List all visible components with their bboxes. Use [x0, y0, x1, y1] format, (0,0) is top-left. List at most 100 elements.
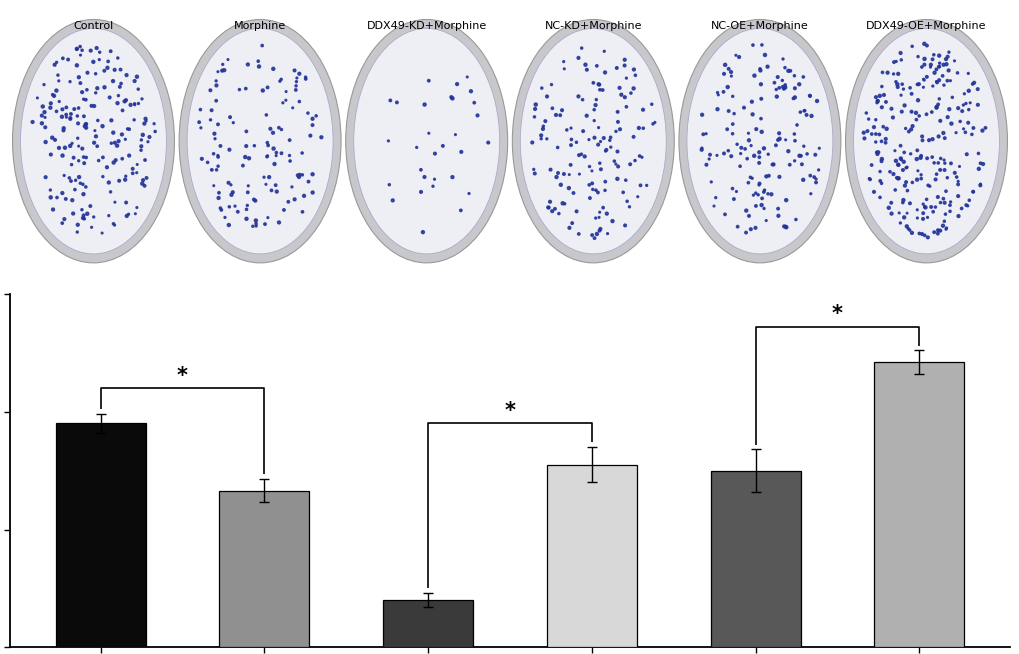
Point — [863, 160, 879, 170]
Point — [543, 206, 559, 216]
Point — [280, 197, 297, 207]
Point — [121, 150, 138, 161]
Point — [976, 123, 993, 133]
Point — [801, 91, 817, 101]
Point — [727, 50, 743, 60]
Point — [964, 123, 980, 133]
Point — [551, 110, 568, 120]
Point — [708, 150, 725, 161]
Point — [117, 134, 133, 145]
Point — [463, 86, 479, 97]
Point — [100, 56, 116, 67]
Point — [63, 109, 79, 119]
Point — [719, 145, 736, 156]
Point — [35, 101, 51, 112]
Point — [888, 173, 904, 183]
Point — [867, 129, 883, 139]
Point — [208, 80, 224, 91]
Point — [902, 124, 918, 135]
Point — [68, 60, 85, 71]
Point — [607, 159, 624, 169]
Point — [876, 137, 893, 148]
Point — [759, 188, 775, 199]
Point — [238, 214, 255, 224]
Point — [971, 180, 987, 190]
Point — [900, 126, 916, 137]
Point — [965, 78, 981, 88]
Point — [914, 208, 930, 218]
Point — [625, 83, 641, 94]
Point — [443, 92, 460, 103]
Point — [947, 128, 963, 138]
Point — [774, 82, 791, 92]
Point — [769, 211, 786, 221]
Point — [931, 226, 948, 236]
Point — [751, 179, 767, 189]
Point — [596, 177, 612, 187]
Point — [795, 72, 811, 82]
Point — [909, 165, 925, 176]
Point — [126, 99, 143, 110]
Point — [126, 99, 143, 109]
Point — [54, 112, 70, 122]
Point — [609, 107, 626, 117]
Point — [718, 124, 735, 135]
Point — [265, 128, 281, 138]
Point — [614, 187, 631, 198]
Point — [883, 112, 900, 123]
Point — [729, 139, 745, 150]
Point — [83, 201, 99, 211]
Point — [117, 95, 133, 105]
Point — [746, 71, 762, 81]
Point — [51, 96, 67, 107]
Point — [580, 134, 596, 145]
Point — [273, 148, 289, 158]
Point — [787, 215, 803, 225]
Point — [781, 160, 797, 170]
Point — [916, 202, 932, 213]
Point — [135, 129, 151, 140]
Point — [420, 128, 436, 139]
Point — [287, 85, 304, 95]
Point — [94, 228, 110, 238]
Point — [635, 123, 651, 133]
Point — [558, 125, 575, 135]
Point — [66, 184, 83, 195]
Point — [304, 169, 320, 179]
Point — [940, 47, 956, 58]
Point — [36, 79, 52, 90]
Point — [738, 205, 754, 216]
Point — [747, 222, 763, 233]
Point — [871, 91, 888, 101]
Point — [237, 83, 254, 94]
Point — [736, 144, 752, 154]
Point — [785, 94, 801, 104]
Point — [722, 151, 739, 162]
Point — [895, 195, 911, 205]
Point — [296, 190, 312, 201]
Point — [562, 134, 579, 145]
Point — [42, 103, 58, 113]
Text: *: * — [177, 366, 187, 386]
Point — [238, 200, 255, 211]
Point — [935, 216, 952, 226]
Text: DDX49-KD+Morphine: DDX49-KD+Morphine — [366, 21, 486, 31]
Point — [556, 199, 573, 209]
Point — [860, 114, 876, 124]
Point — [753, 40, 769, 50]
Point — [879, 203, 896, 213]
Point — [770, 82, 787, 93]
Point — [950, 211, 966, 221]
Point — [808, 95, 824, 106]
Point — [304, 114, 320, 124]
Point — [43, 149, 59, 160]
Point — [942, 197, 958, 207]
Point — [69, 133, 86, 143]
Point — [288, 77, 305, 87]
Point — [560, 222, 577, 233]
Point — [231, 84, 248, 95]
Point — [63, 160, 79, 170]
Point — [917, 194, 933, 205]
Point — [732, 161, 748, 171]
Point — [72, 41, 89, 52]
